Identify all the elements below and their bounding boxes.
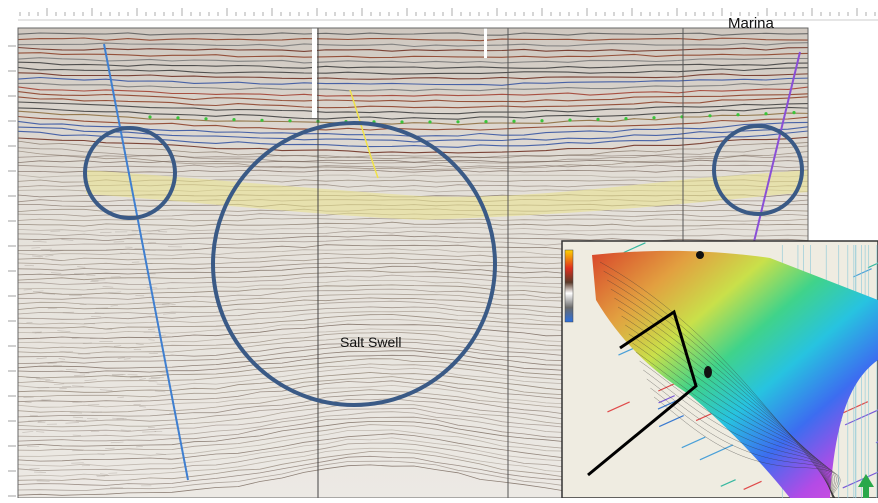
gap-marker <box>312 28 317 118</box>
horizon-pick <box>204 117 207 120</box>
left-depth-scale <box>0 28 18 498</box>
horizon-pick <box>652 116 655 119</box>
horizon-pick <box>148 115 151 118</box>
horizon-pick <box>708 114 711 117</box>
map-marker <box>696 251 704 259</box>
horizon-pick <box>736 113 739 116</box>
horizon-pick <box>484 120 487 123</box>
feature-label: Salt Swell <box>340 334 401 350</box>
horizon-pick <box>540 119 543 122</box>
horizon-pick <box>512 120 515 123</box>
horizon-pick <box>260 119 263 122</box>
horizon-pick <box>400 120 403 123</box>
horizon-pick <box>428 120 431 123</box>
color-scale-bar <box>565 250 573 322</box>
horizon-pick <box>764 112 767 115</box>
horizon-pick <box>176 116 179 119</box>
horizon-pick <box>596 118 599 121</box>
horizon-pick <box>232 118 235 121</box>
horizon-pick <box>568 119 571 122</box>
well-label: Marina <box>728 15 775 32</box>
horizon-pick <box>288 119 291 122</box>
gap-marker <box>484 28 487 58</box>
horizon-pick <box>456 120 459 123</box>
horizon-pick <box>624 117 627 120</box>
inset-map <box>562 241 878 498</box>
horizon-pick <box>792 111 795 114</box>
map-marker <box>704 366 712 378</box>
